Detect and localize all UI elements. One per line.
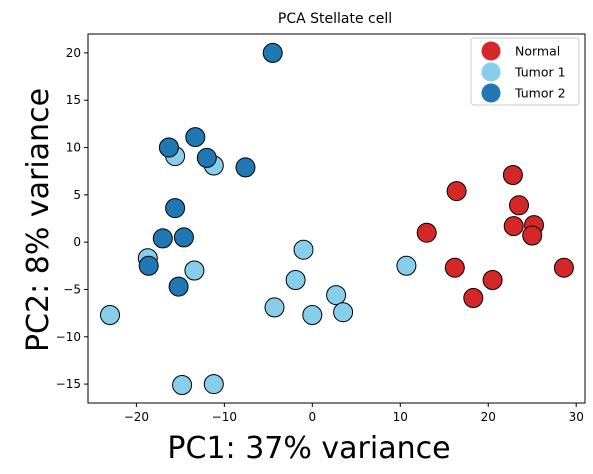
x-tick-label: 0: [308, 410, 316, 424]
data-point: [152, 228, 173, 249]
data-point: [326, 285, 347, 306]
y-tick-label: 15: [66, 93, 81, 107]
data-point: [185, 127, 206, 148]
x-tick-label: 10: [393, 410, 408, 424]
data-point: [173, 227, 194, 248]
chart-title: PCA Stellate cell: [278, 11, 392, 27]
x-tick-label: −20: [124, 410, 149, 424]
legend-marker: [481, 41, 501, 61]
x-tick-label: 20: [481, 410, 496, 424]
data-point: [444, 257, 465, 278]
x-axis-label: PC1: 37% variance: [167, 431, 450, 466]
data-point: [482, 270, 503, 290]
data-point: [509, 195, 529, 216]
data-point: [396, 255, 417, 276]
legend-label: Tumor 2: [514, 86, 566, 101]
legend: Normal Tumor 1 Tumor 2: [470, 37, 580, 106]
series-tumor-2: [138, 42, 283, 297]
x-tick-label: −10: [212, 410, 237, 424]
y-axis-label: PC2: 8% variance: [21, 88, 56, 352]
y-tick-label: 20: [66, 46, 81, 60]
y-tick-label: 5: [73, 188, 81, 202]
y-axis-ticks: −15 −10 −5 0 5 10 15 20: [56, 46, 88, 391]
data-point: [168, 276, 189, 297]
data-point: [138, 255, 159, 276]
y-tick-label: 0: [73, 235, 81, 249]
y-tick-label: −10: [56, 330, 81, 344]
x-tick-label: 30: [569, 410, 584, 424]
data-point: [463, 288, 484, 308]
y-tick-label: −15: [56, 377, 81, 391]
data-point: [416, 222, 437, 243]
y-tick-label: −5: [63, 282, 81, 296]
data-point: [333, 302, 354, 323]
data-point: [235, 157, 256, 178]
legend-items: Normal Tumor 1 Tumor 2: [481, 41, 566, 103]
data-point: [293, 239, 314, 260]
data-point: [158, 137, 179, 158]
data-point: [196, 147, 217, 168]
data-point: [184, 260, 205, 281]
points-layer: [100, 42, 574, 395]
data-point: [503, 216, 524, 237]
x-axis-ticks: −20 −10 0 10 20 30: [124, 403, 584, 424]
legend-marker: [481, 83, 501, 103]
data-point: [165, 198, 186, 219]
data-point: [262, 42, 283, 63]
legend-label: Normal: [515, 44, 560, 59]
legend-label: Tumor 1: [514, 65, 566, 80]
y-tick-label: 10: [66, 141, 81, 155]
legend-marker: [481, 62, 501, 82]
data-point: [264, 297, 285, 318]
series-tumor-1: [100, 146, 417, 395]
data-point: [302, 305, 323, 325]
data-point: [285, 270, 306, 290]
data-point: [522, 225, 543, 246]
data-point: [172, 375, 193, 395]
data-point: [203, 374, 224, 395]
data-point: [553, 257, 574, 278]
data-point: [446, 181, 467, 202]
series-normal: [416, 165, 574, 308]
data-point: [100, 305, 120, 325]
plot-frame: [87, 33, 586, 404]
data-point: [502, 165, 523, 185]
